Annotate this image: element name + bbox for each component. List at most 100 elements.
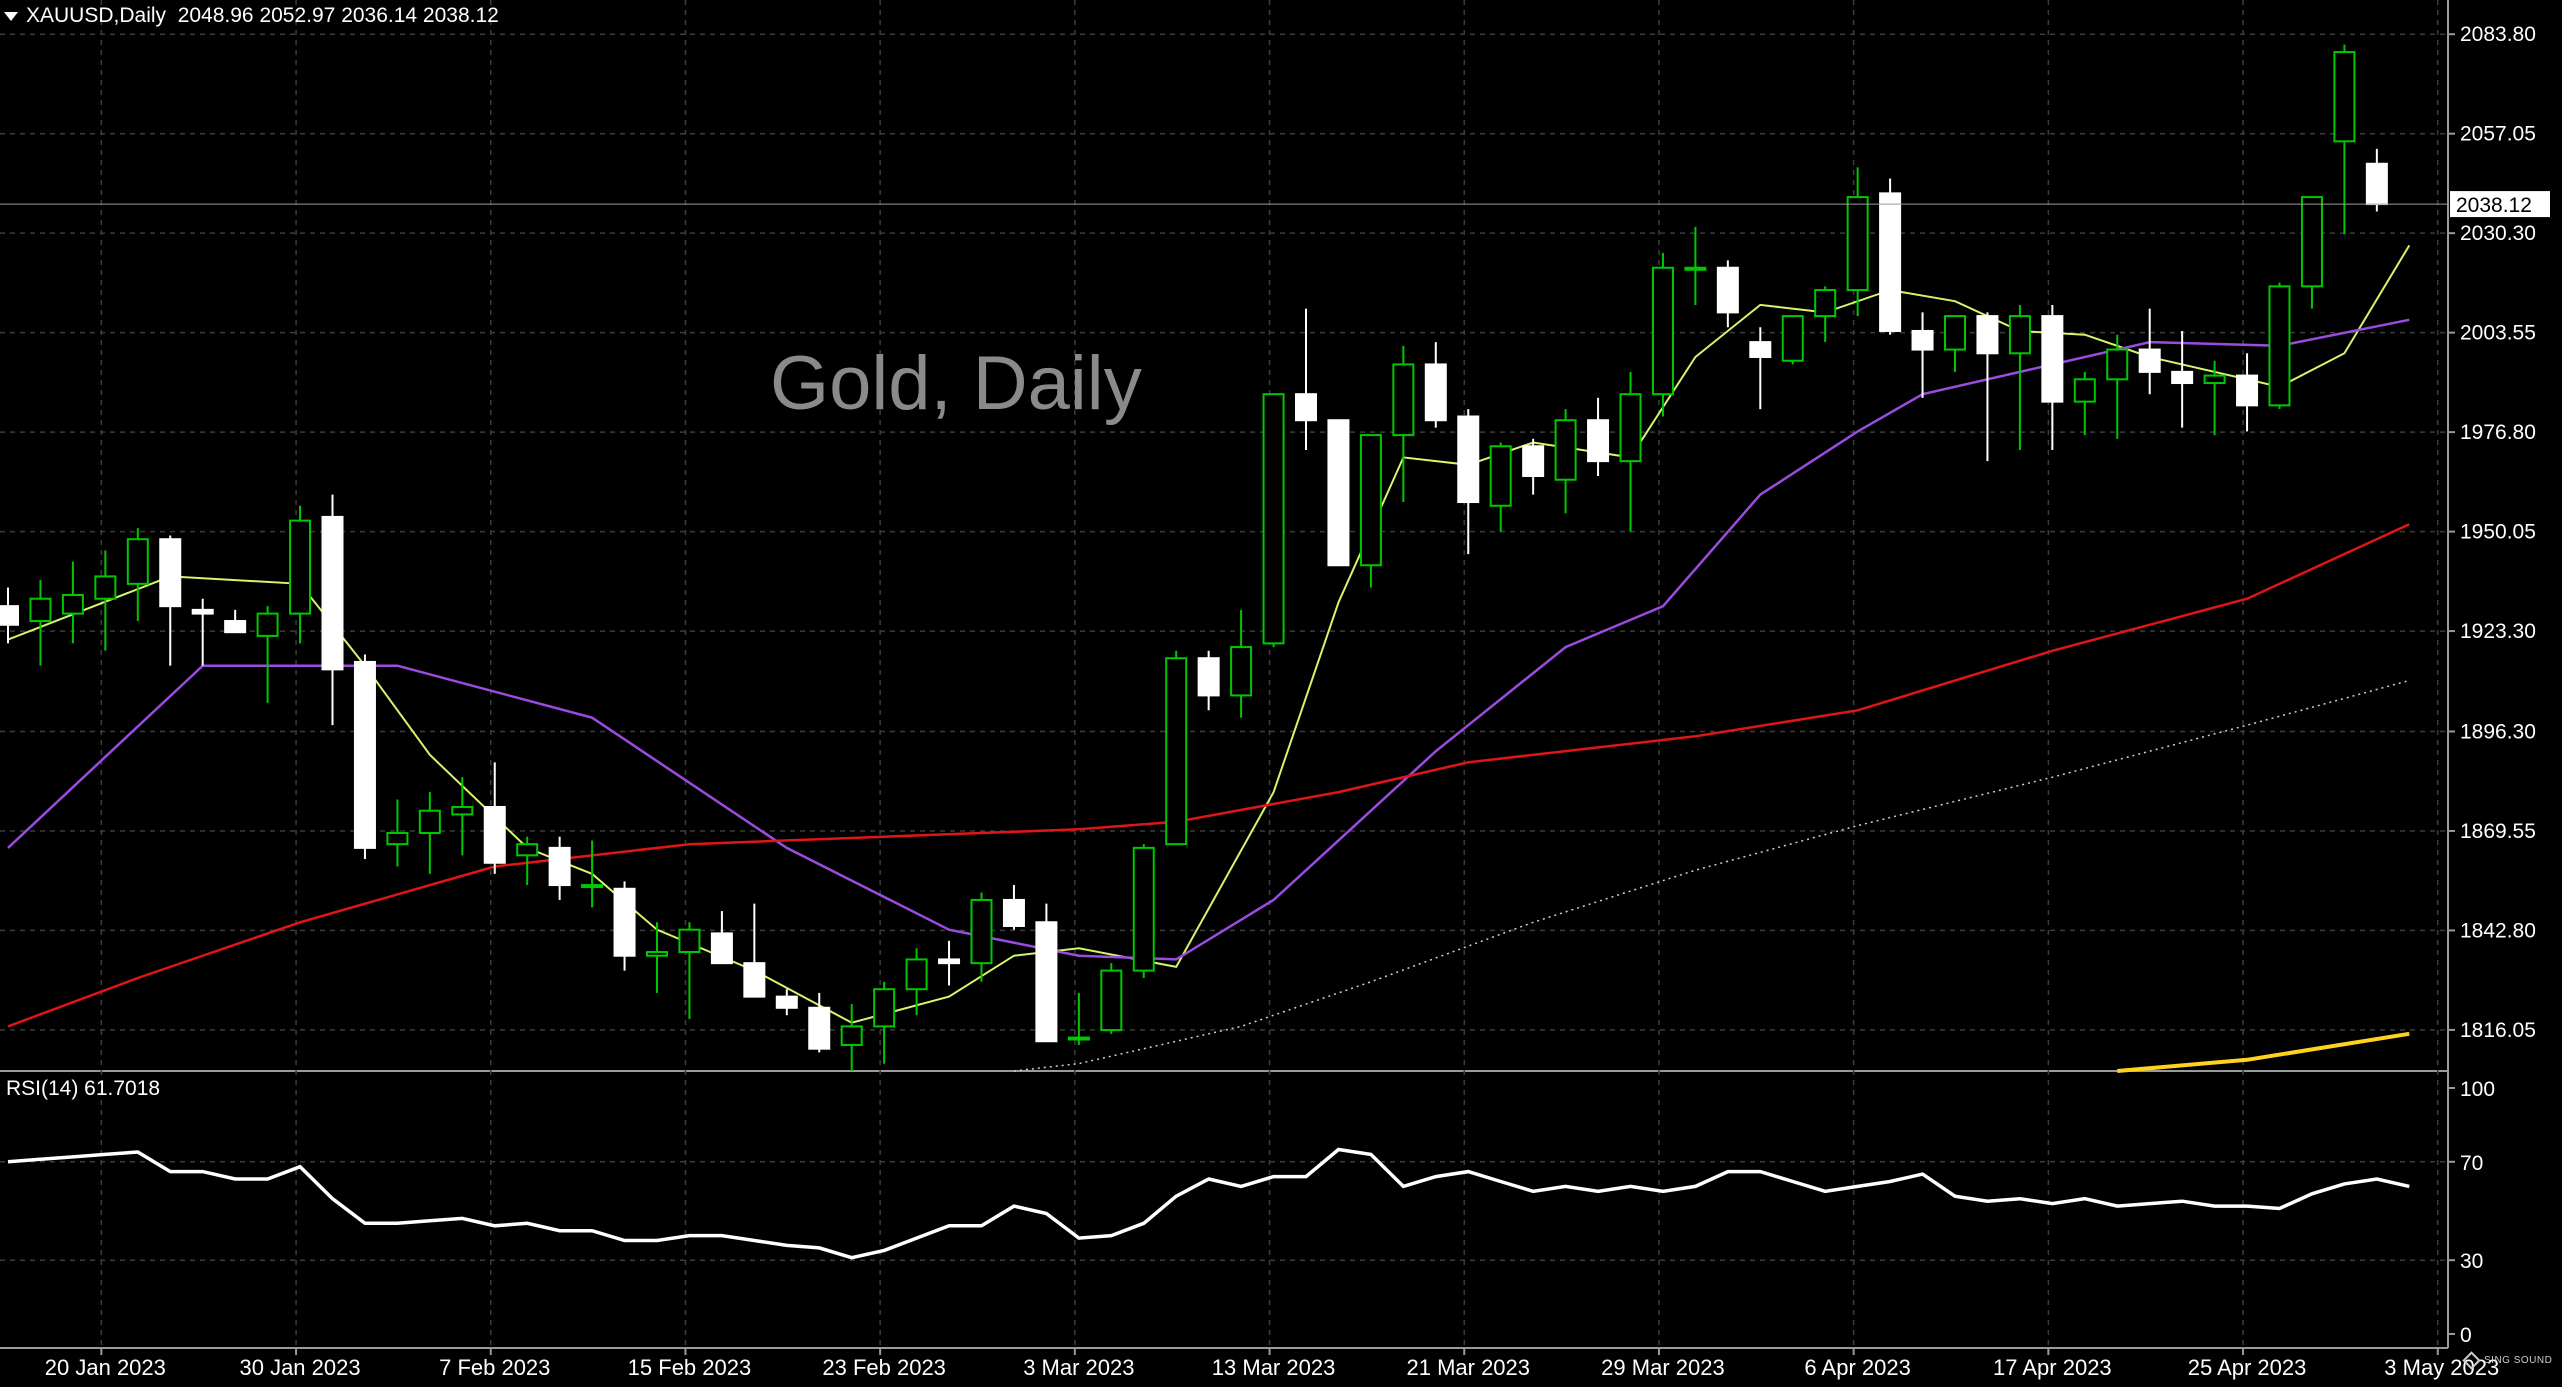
candle	[1879, 178, 1902, 335]
time-tick-label: 23 Feb 2023	[822, 1355, 946, 1380]
candle	[1002, 885, 1025, 930]
candle-body-up	[905, 958, 928, 991]
candle	[159, 535, 182, 666]
candle	[516, 836, 539, 886]
candle-body-up	[1359, 434, 1382, 567]
candle	[1651, 252, 1674, 417]
time-tick-label: 25 Apr 2023	[2188, 1355, 2307, 1380]
candle-body-down	[2236, 374, 2259, 407]
candle-body-down	[1522, 445, 1545, 477]
candle-body-down	[1424, 363, 1447, 422]
time-tick-label: 21 Mar 2023	[1406, 1355, 1530, 1380]
candle	[613, 881, 636, 971]
candle-body-down	[775, 995, 798, 1009]
candle-body-up	[1100, 969, 1123, 1032]
candle	[1230, 609, 1253, 718]
candle	[1457, 409, 1480, 555]
candle-body-down	[743, 962, 766, 998]
candle	[2203, 360, 2226, 436]
candle	[2333, 44, 2356, 235]
candle-body-up	[2300, 196, 2323, 288]
time-tick-label: 13 Mar 2023	[1212, 1355, 1336, 1380]
candle-body-down	[613, 887, 636, 957]
candle	[94, 550, 117, 651]
symbol-label: XAUUSD,Daily	[26, 4, 167, 27]
candle-body-up	[1262, 393, 1285, 645]
rsi-line	[7, 1147, 2410, 1260]
candle-body-down	[710, 932, 733, 965]
rsi-tick-label: 0	[2460, 1324, 2472, 1347]
candle	[1424, 342, 1447, 428]
candle	[1619, 371, 1642, 532]
candle-body-down	[321, 515, 344, 671]
rsi-indicator: 100 70 30 0	[0, 1078, 2495, 1347]
candle-body-down	[1295, 393, 1317, 422]
candle	[2041, 304, 2064, 450]
candle	[1814, 286, 1837, 343]
candle	[1392, 345, 1415, 503]
candle	[1749, 327, 1772, 410]
candle-body-down	[1457, 415, 1480, 504]
collapse-triangle-icon[interactable]	[4, 11, 18, 21]
candle	[451, 777, 474, 856]
price-tick-label: 1923.30	[2460, 620, 2536, 643]
candle-body-up	[1846, 196, 1869, 292]
candle-body-up	[386, 832, 409, 846]
candle-body-down	[0, 605, 19, 626]
candle-body-up	[451, 805, 474, 816]
candle	[1100, 963, 1123, 1034]
candle-body-down	[1911, 329, 1934, 351]
candle	[1944, 315, 1966, 372]
candle-body-down	[1716, 266, 1739, 314]
current-price-label: 2038.12	[2456, 194, 2532, 217]
candle-body-up	[2008, 315, 2031, 355]
candle-body-down	[1976, 315, 1999, 355]
candle-body-down	[2171, 370, 2194, 385]
candle	[1522, 438, 1545, 495]
candle	[1684, 226, 1707, 305]
price-tick-label: 2083.80	[2460, 23, 2536, 46]
candle	[2073, 371, 2096, 436]
candle-body-down	[1002, 898, 1025, 927]
candle	[1554, 409, 1577, 514]
candle	[1327, 419, 1350, 567]
logo-text: SING SOUND	[2484, 1355, 2553, 1367]
moving-average-dotted	[1013, 679, 2410, 1072]
candle	[321, 494, 344, 726]
candle-body-up	[1132, 846, 1155, 972]
time-tick-label: 17 Apr 2023	[1993, 1355, 2112, 1380]
candle-body-up	[1067, 1036, 1090, 1041]
candle	[1911, 312, 1934, 398]
candle	[1067, 992, 1090, 1045]
candle	[1359, 434, 1382, 588]
candle-body-up	[1165, 657, 1188, 846]
candle-body-down	[159, 538, 182, 608]
moving-average-mid	[7, 318, 2410, 961]
time-axis: 20 Jan 2023 30 Jan 2023 7 Feb 2023 15 Feb 2…	[45, 1348, 2499, 1380]
candle-body-down	[1879, 192, 1902, 332]
candle	[1489, 442, 1512, 532]
candle	[2171, 330, 2194, 428]
current-price-box	[2450, 191, 2550, 218]
candle	[2268, 282, 2291, 410]
candle-body-up	[1489, 445, 1512, 507]
time-tick-label: 30 Jan 2023	[239, 1355, 360, 1380]
candle	[191, 598, 214, 666]
rsi-label: RSI(14) 61.7018	[6, 1077, 161, 1100]
candle-body-down	[1327, 419, 1350, 567]
candle-body-up	[646, 951, 668, 957]
candle	[2300, 196, 2323, 309]
candle	[2008, 304, 2031, 450]
candle	[0, 587, 19, 644]
price-axis: 2083.80 2057.05 2030.30 2003.55 1976.80 1950.…	[0, 23, 2550, 1042]
candle-body-down	[2365, 162, 2388, 206]
candle-body-up	[418, 809, 441, 834]
candle	[938, 940, 961, 986]
candle	[256, 606, 279, 703]
ohlc-values: 2048.96 2052.97 2036.14 2038.12	[177, 4, 499, 27]
candle-body-up	[678, 928, 701, 953]
symbol-header[interactable]: XAUUSD,Daily 2048.96 2052.97 2036.14 203…	[4, 4, 499, 28]
candle-body-down	[2041, 315, 2064, 403]
candle	[581, 840, 604, 908]
candle	[224, 609, 247, 634]
